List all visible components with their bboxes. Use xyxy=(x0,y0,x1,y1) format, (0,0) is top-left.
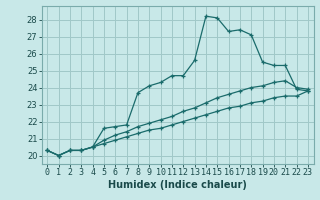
X-axis label: Humidex (Indice chaleur): Humidex (Indice chaleur) xyxy=(108,180,247,190)
